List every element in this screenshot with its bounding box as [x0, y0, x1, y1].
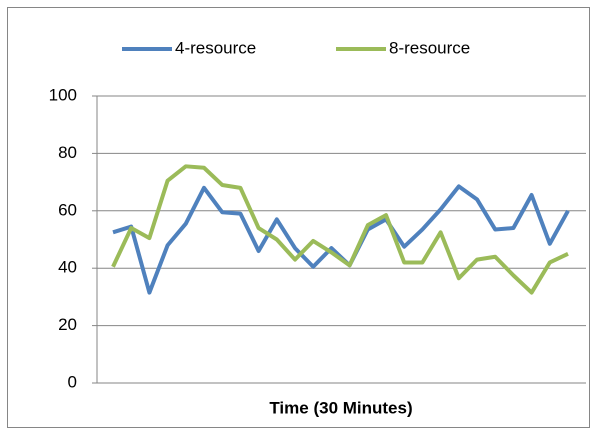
y-tick-label: 20 — [58, 315, 77, 334]
series-line — [111, 164, 569, 295]
y-tick-label: 0 — [68, 372, 77, 391]
legend-label: 8-resource — [389, 38, 470, 57]
y-tick-label: 80 — [58, 143, 77, 162]
y-tick-label: 100 — [49, 85, 77, 104]
y-tick-label: 60 — [58, 200, 77, 219]
y-tick-label: 40 — [58, 258, 77, 277]
chart-border — [7, 7, 590, 428]
legend-label: 4-resource — [175, 38, 256, 57]
x-axis-title: Time (30 Minutes) — [269, 398, 412, 417]
